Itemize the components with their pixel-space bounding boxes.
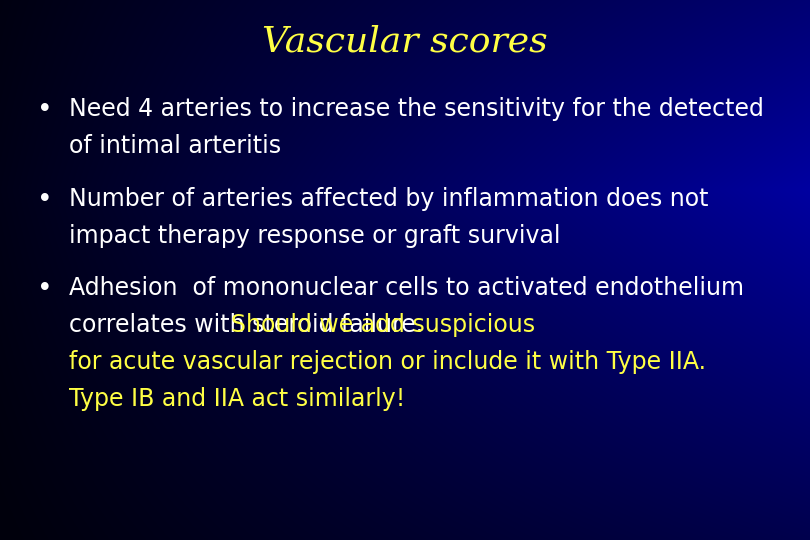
Text: •: • bbox=[36, 276, 53, 302]
Text: Adhesion  of mononuclear cells to activated endothelium: Adhesion of mononuclear cells to activat… bbox=[69, 276, 744, 300]
Text: for acute vascular rejection or include it with Type IIA.: for acute vascular rejection or include … bbox=[69, 350, 706, 374]
Text: •: • bbox=[36, 97, 53, 123]
Text: correlates with steroid failure.: correlates with steroid failure. bbox=[69, 313, 430, 337]
Text: of intimal arteritis: of intimal arteritis bbox=[69, 134, 281, 158]
Text: Need 4 arteries to increase the sensitivity for the detected: Need 4 arteries to increase the sensitiv… bbox=[69, 97, 764, 121]
Text: Should we add suspicious: Should we add suspicious bbox=[232, 313, 535, 337]
Text: Type IB and IIA act similarly!: Type IB and IIA act similarly! bbox=[69, 387, 405, 410]
Text: impact therapy response or graft survival: impact therapy response or graft surviva… bbox=[69, 224, 561, 247]
Text: •: • bbox=[36, 187, 53, 213]
Text: Number of arteries affected by inflammation does not: Number of arteries affected by inflammat… bbox=[69, 187, 709, 211]
Text: Vascular scores: Vascular scores bbox=[262, 24, 548, 58]
